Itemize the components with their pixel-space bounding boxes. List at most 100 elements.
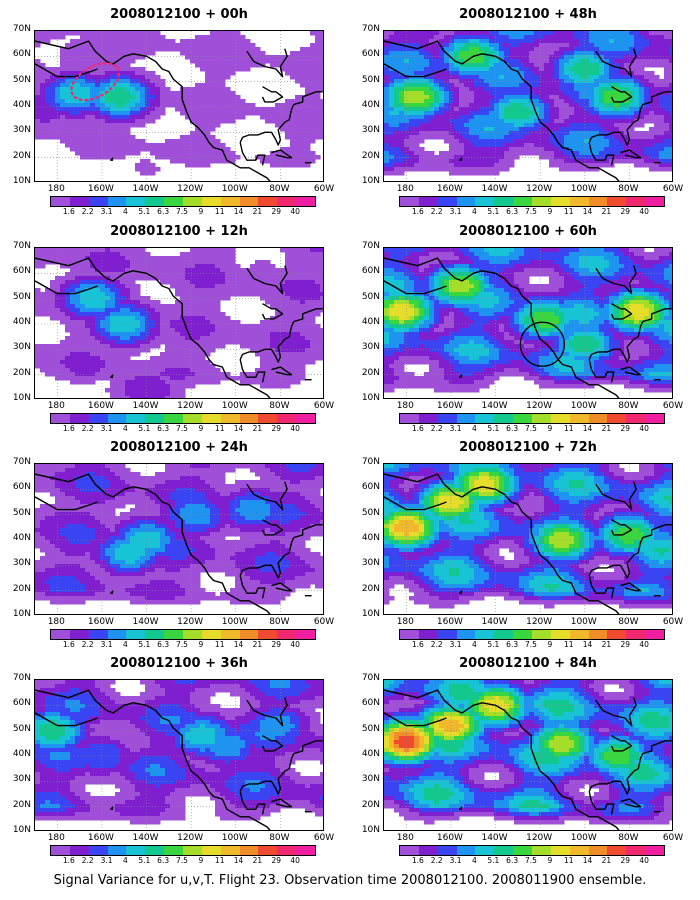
heatmap-cell [35, 79, 41, 84]
heatmap-cell [315, 135, 321, 140]
heatmap-cell [95, 276, 101, 281]
heatmap-cell [290, 516, 296, 521]
heatmap-cell [120, 119, 126, 124]
heatmap-cell [315, 516, 321, 521]
heatmap-cell [270, 504, 276, 509]
heatmap-cell [100, 252, 106, 257]
heatmap-cell [70, 544, 76, 549]
heatmap-cell [210, 376, 216, 381]
heatmap-cell [220, 71, 226, 76]
heatmap-cell [170, 472, 176, 477]
heatmap-cell [110, 268, 116, 273]
heatmap-cell [135, 252, 141, 257]
heatmap-cell [160, 280, 166, 285]
heatmap-cell [245, 47, 251, 52]
heatmap-cell [275, 580, 281, 585]
heatmap-cell [125, 248, 131, 253]
heatmap-cell [225, 55, 231, 60]
heatmap-cell [65, 544, 71, 549]
heatmap-cell [260, 532, 266, 537]
heatmap-cell [85, 516, 91, 521]
heatmap-cell [100, 348, 106, 353]
heatmap-cell [100, 127, 106, 132]
heatmap-cell [175, 492, 181, 497]
heatmap-cell [130, 55, 136, 60]
heatmap-cell [160, 476, 166, 481]
heatmap-cell [175, 508, 181, 513]
heatmap-cell [225, 95, 231, 100]
heatmap-cell [75, 532, 81, 537]
heatmap-cell [230, 568, 236, 573]
heatmap-cell [320, 576, 323, 581]
heatmap-cell [140, 328, 146, 333]
heatmap-cell [175, 548, 181, 553]
heatmap-cell [140, 268, 146, 273]
heatmap-cell [155, 356, 161, 361]
heatmap-cell [180, 380, 186, 385]
heatmap-cell [100, 540, 106, 545]
heatmap-cell [85, 468, 91, 473]
colorbar-label: 21 [252, 207, 263, 216]
heatmap-cell [195, 324, 201, 329]
heatmap-cell [200, 151, 206, 156]
heatmap-cell [140, 75, 146, 80]
heatmap-cell [175, 392, 181, 397]
heatmap-cell [150, 87, 156, 92]
colorbar-swatch [296, 414, 316, 423]
heatmap-cell [65, 532, 71, 537]
heatmap-cell [310, 256, 316, 261]
heatmap-cell [50, 548, 56, 553]
heatmap-cell [35, 488, 41, 493]
heatmap-cell [95, 332, 101, 337]
heatmap-cell [270, 300, 276, 305]
heatmap-cell [105, 95, 111, 100]
heatmap-cell [200, 504, 206, 509]
heatmap-cell [295, 476, 301, 481]
heatmap-cell [55, 83, 61, 88]
heatmap-cell [80, 280, 86, 285]
heatmap-cell [245, 376, 251, 381]
heatmap-cell [50, 127, 56, 132]
heatmap-cell [115, 103, 121, 108]
heatmap-cell [95, 364, 101, 369]
x-tick-label: 180 [47, 401, 65, 411]
heatmap-cell [295, 276, 301, 281]
heatmap-cell [230, 272, 236, 277]
heatmap-cell [200, 292, 206, 297]
heatmap-cell [105, 308, 111, 313]
heatmap-cell [100, 592, 106, 597]
heatmap-cell [195, 524, 201, 529]
coastline [261, 303, 284, 320]
heatmap-cell [300, 103, 306, 108]
heatmap-cell [280, 376, 286, 381]
heatmap-cell [75, 516, 81, 521]
heatmap-cell [90, 79, 96, 84]
heatmap-cell [170, 388, 176, 393]
heatmap-cell [95, 256, 101, 261]
heatmap-cell [255, 576, 261, 581]
heatmap-cell [275, 564, 281, 569]
heatmap-cell [150, 107, 156, 112]
heatmap-cell [225, 71, 231, 76]
heatmap-cell [295, 496, 301, 501]
heatmap-cell [315, 580, 321, 585]
heatmap-cell [295, 119, 301, 124]
heatmap-cell [250, 524, 256, 529]
heatmap-cell [280, 115, 286, 120]
heatmap-cell [145, 87, 151, 92]
heatmap-cell [270, 384, 276, 389]
heatmap-cell [80, 336, 86, 341]
heatmap-cell [45, 508, 51, 513]
heatmap-cell [300, 328, 306, 333]
heatmap-cell [175, 472, 181, 477]
heatmap-cell [195, 484, 201, 489]
heatmap-cell [55, 348, 61, 353]
heatmap-cell [280, 59, 286, 64]
heatmap-cell [105, 87, 111, 92]
heatmap-cell [260, 468, 266, 473]
heatmap-cell [35, 31, 41, 36]
heatmap-cell [170, 360, 176, 365]
heatmap-cell [145, 556, 151, 561]
heatmap-cell [65, 99, 71, 104]
heatmap-cell [75, 292, 81, 297]
